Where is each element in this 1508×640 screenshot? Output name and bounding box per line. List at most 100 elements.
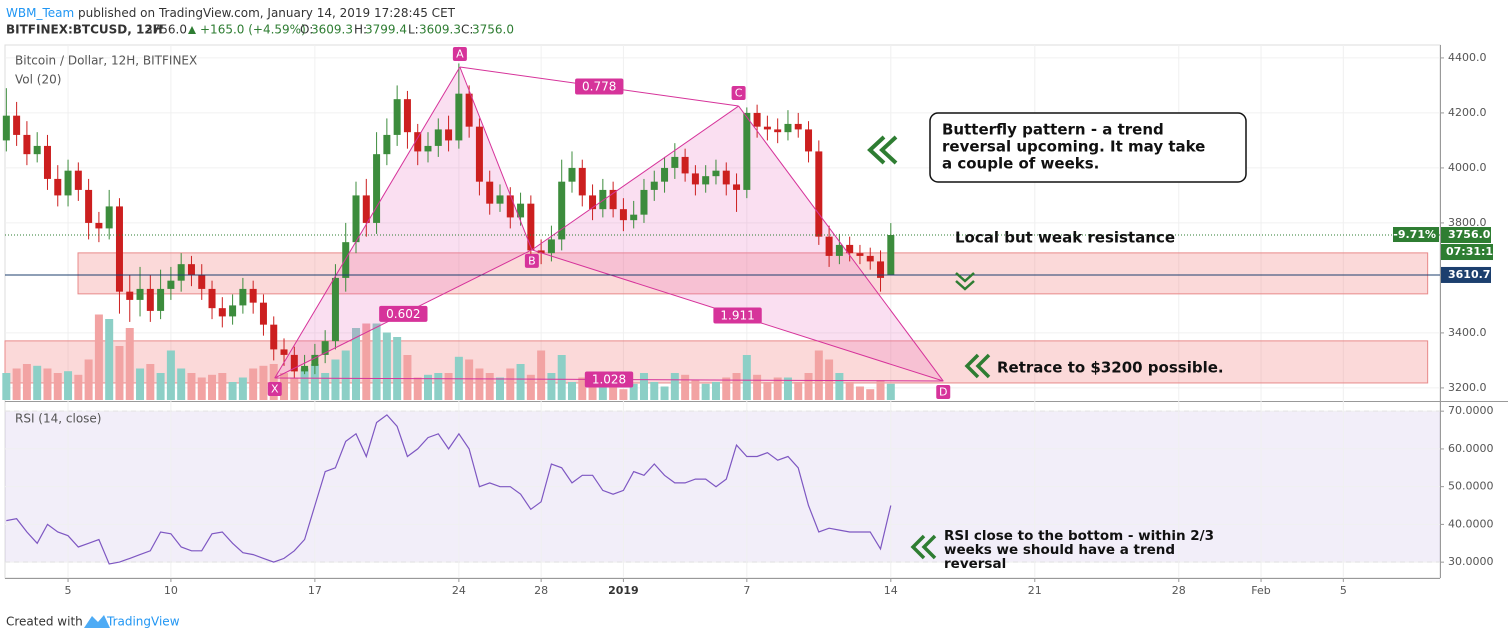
volume-bar — [711, 382, 720, 400]
volume-bar — [701, 383, 710, 400]
x-tick-label: 10 — [164, 584, 178, 597]
candle-body — [517, 203, 525, 218]
volume-bar — [639, 373, 648, 400]
candle-body — [486, 181, 494, 204]
volume-bar — [393, 337, 402, 400]
candle-body — [640, 189, 648, 215]
ratio-box — [713, 307, 762, 324]
ratio-label: 0.602 — [386, 307, 420, 321]
volume-bar — [495, 377, 504, 400]
candle-body — [835, 244, 843, 256]
volume-bar — [331, 359, 340, 400]
volume-bar — [609, 380, 618, 400]
ohlc-key: L: — [408, 23, 419, 37]
candle-body — [753, 112, 761, 127]
candle-body — [763, 126, 771, 130]
volume-bar — [537, 350, 546, 400]
volume-bar — [619, 389, 628, 400]
candle-body — [362, 195, 370, 223]
volume-bar — [773, 377, 782, 400]
volume-bar — [382, 332, 391, 400]
change-label: -9.71% — [1393, 228, 1436, 241]
candle-body — [877, 261, 885, 278]
volume-bar — [835, 373, 844, 400]
candle-body — [815, 151, 823, 237]
volume-bar — [2, 373, 11, 400]
x-tick-label: 5 — [65, 584, 72, 597]
candle-body — [619, 209, 627, 221]
chevron-icon — [910, 534, 937, 560]
countdown-box — [1441, 244, 1493, 261]
volume-bar — [33, 365, 42, 400]
ohlc-value: 3609.3 — [419, 23, 461, 37]
volume-bar — [794, 382, 803, 400]
x-tick-label: 2019 — [608, 584, 639, 597]
footer-created: Created with — [6, 615, 83, 629]
countdown-label: 07:31:16 — [1446, 245, 1501, 258]
candle-body — [496, 195, 504, 204]
volume-bar — [547, 373, 556, 400]
volume-bar — [722, 377, 731, 400]
volume-bar — [84, 359, 93, 400]
volume-bar — [866, 389, 875, 400]
footer-brand[interactable]: TradingView — [106, 615, 180, 629]
author[interactable]: WBM_Team — [6, 6, 74, 20]
volume-bar — [475, 368, 484, 400]
volume-bar — [290, 377, 299, 400]
candle-body — [599, 189, 607, 210]
candle-body — [650, 181, 658, 190]
candle-body — [95, 222, 103, 229]
candle-body — [547, 239, 555, 254]
volume-bar — [804, 373, 813, 400]
pattern-line — [738, 105, 944, 382]
volume-bar — [578, 377, 587, 400]
candle-body — [33, 145, 41, 155]
ratio-label: 0.778 — [582, 80, 616, 94]
candle-body — [733, 184, 741, 190]
volume-bar — [567, 382, 576, 400]
chevron-icon — [867, 135, 898, 165]
candle-body — [270, 324, 278, 350]
x-tick-label: 28 — [1172, 584, 1186, 597]
candle-body — [671, 156, 679, 168]
candle-body — [506, 195, 514, 218]
candle-body — [702, 176, 710, 185]
brand-logo — [84, 615, 110, 628]
ratio-label: 1.911 — [720, 308, 754, 322]
note-line: reversal upcoming. It may take — [942, 138, 1205, 156]
candle-body — [445, 129, 453, 141]
candle-body — [373, 154, 381, 223]
volume-bar — [763, 382, 772, 400]
zone — [77, 252, 1429, 295]
rsi-line — [6, 414, 892, 565]
pattern-point-label: B — [528, 254, 536, 267]
volume-bar — [177, 368, 186, 400]
volume-bar — [691, 380, 700, 400]
candle-body — [54, 178, 62, 196]
volume-bar — [228, 382, 237, 400]
candle-body — [805, 129, 813, 152]
pattern-point-label: A — [456, 47, 464, 60]
candle-body — [630, 214, 638, 221]
candle-body — [126, 291, 134, 300]
ratio-box — [575, 78, 624, 95]
volume-bar — [876, 380, 885, 400]
volume-bar — [413, 377, 422, 400]
y-tick-label: 3400.0 — [1448, 326, 1487, 339]
volume-bar — [372, 323, 381, 400]
volume-bar — [125, 328, 134, 400]
header-line: WBM_Team published on TradingView.com, J… — [6, 6, 456, 20]
volume-bar — [321, 373, 330, 400]
candle-body — [198, 275, 206, 289]
candle-body — [424, 145, 432, 152]
rsi-note-line: reversal — [944, 556, 1006, 572]
pattern-line — [459, 66, 533, 251]
volume-bar — [249, 368, 258, 400]
grid — [5, 45, 1444, 582]
volume-bar — [465, 359, 474, 400]
candle-body — [208, 288, 216, 309]
candle-body — [527, 203, 535, 251]
y-tick-label: 4400.0 — [1448, 51, 1487, 64]
volume-bar — [506, 368, 515, 400]
